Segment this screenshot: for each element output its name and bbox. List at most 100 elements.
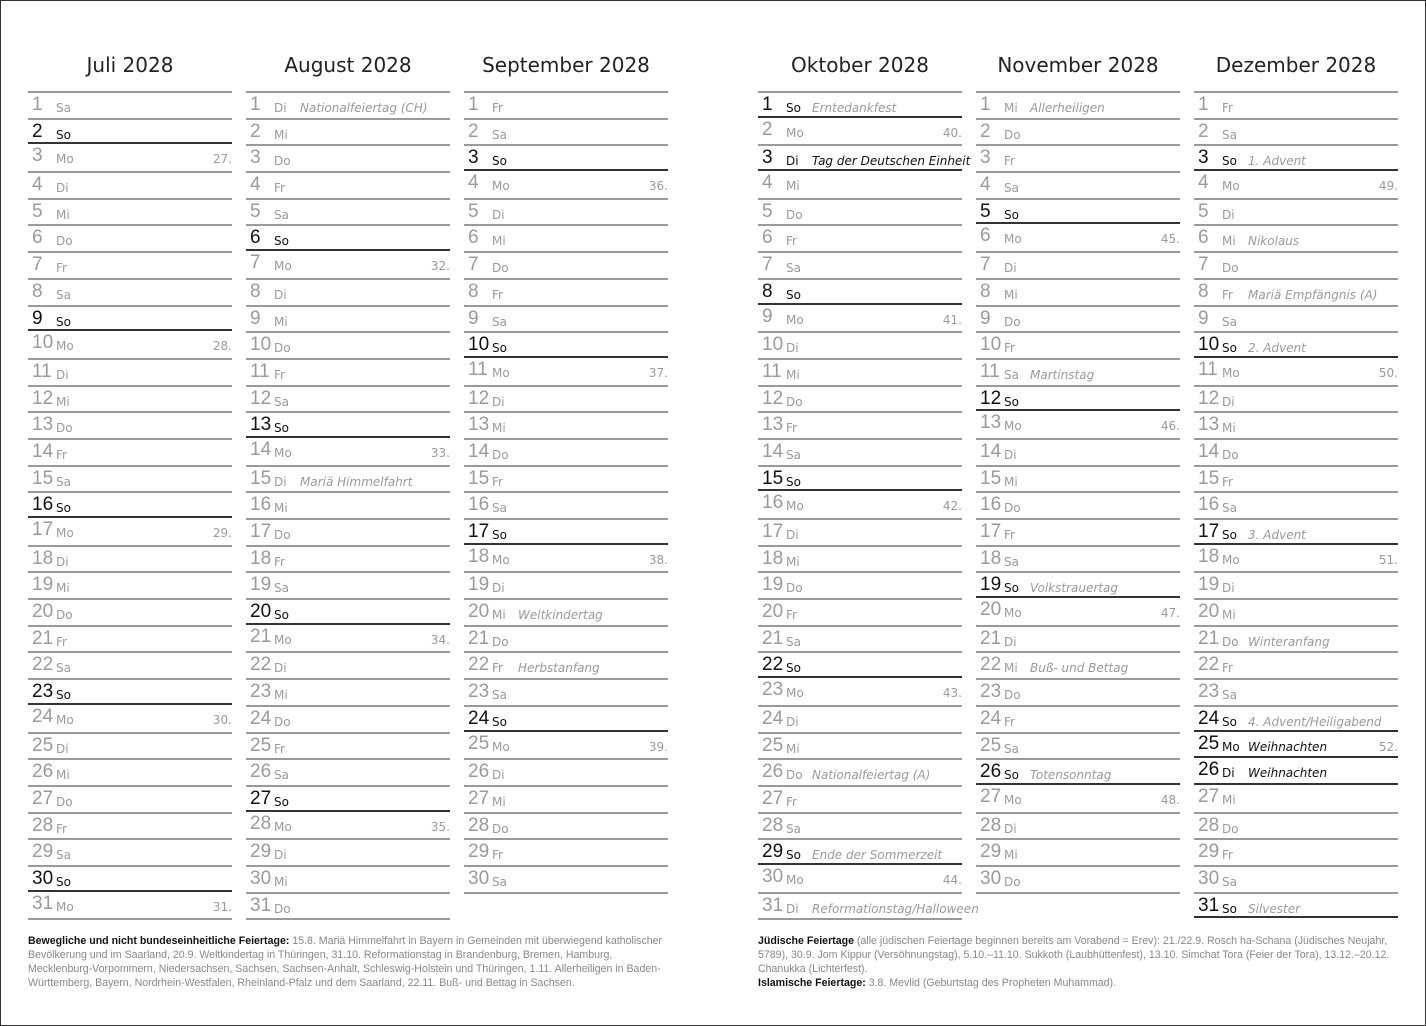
day-row[interactable]: 2 Sa [464,117,668,145]
day-row[interactable]: 16 Sa [1194,491,1398,518]
day-row[interactable]: 22 Fr [1194,651,1398,678]
day-row[interactable]: 2 Do [976,117,1180,145]
day-row[interactable]: 25 Sa [976,731,1180,759]
day-row[interactable]: 31 Do [246,891,450,921]
day-row[interactable]: 22 Sa [28,651,232,678]
day-row[interactable]: 14 Do [464,437,668,465]
day-row[interactable]: 23 Mo 43. [758,678,962,705]
day-row[interactable]: 18 Mi [758,544,962,572]
day-row[interactable]: 3 Mo 27. [28,144,232,171]
day-row[interactable]: 17 Mo 29. [28,518,232,545]
day-row[interactable]: 11 Mo 50. [1194,358,1398,385]
day-row[interactable]: 18 Fr [246,544,450,572]
day-row[interactable]: 1 Fr [464,91,668,118]
day-row[interactable]: 10 Mo 28. [28,331,232,358]
day-row[interactable]: 23 Do [976,678,1180,705]
day-row[interactable]: 6 Fr [758,224,962,251]
day-row[interactable]: 8 Sa [28,277,232,305]
day-row[interactable]: 28 Mo 35. [246,812,450,839]
day-row[interactable]: 18 Di [28,544,232,572]
day-row[interactable]: 1 Sa [28,91,232,118]
day-row[interactable]: 15 Fr [1194,464,1398,492]
day-row[interactable]: 19 Mi [28,571,232,598]
day-row[interactable]: 22 Di [246,651,450,678]
day-row[interactable]: 3 Fr [976,144,1180,171]
day-row[interactable]: 28 Do [1194,811,1398,839]
day-row[interactable]: 6 Mi Nikolaus [1194,224,1398,251]
day-row[interactable]: 17 So 3. Advent [1194,518,1398,545]
day-row[interactable]: 12 Do [758,384,962,412]
day-row[interactable]: 7 Do [464,251,668,278]
day-row[interactable]: 2 So [28,117,232,145]
day-row[interactable]: 8 Fr [464,277,668,305]
day-row[interactable]: 21 Mo 34. [246,625,450,652]
day-row[interactable]: 12 Di [1194,384,1398,412]
day-row[interactable]: 11 Mi [758,357,962,385]
day-row[interactable]: 23 Sa [1194,678,1398,705]
day-row[interactable]: 2 Mi [246,117,450,145]
day-row[interactable]: 21 Sa [758,624,962,652]
day-row[interactable]: 4 Di [28,171,232,198]
day-row[interactable]: 3 Do [246,144,450,171]
day-row[interactable]: 19 Di [464,571,668,598]
day-row[interactable]: 26 So Totensonntag [976,758,1180,785]
day-row[interactable]: 11 Mo 37. [464,358,668,385]
day-row[interactable]: 23 Sa [464,678,668,705]
day-row[interactable]: 6 Do [28,224,232,251]
day-row[interactable]: 17 Fr [976,518,1180,545]
day-row[interactable]: 30 Mi [246,864,450,892]
day-row[interactable]: 24 Do [246,704,450,732]
day-row[interactable]: 6 Mo 45. [976,224,1180,251]
day-row[interactable]: 1 Di Nationalfeiertag (CH) [246,91,450,118]
day-row[interactable]: 24 Fr [976,704,1180,732]
day-row[interactable]: 15 Fr [464,464,668,492]
day-row[interactable]: 7 Sa [758,251,962,278]
day-row[interactable]: 13 So [246,411,450,438]
day-row[interactable]: 13 Fr [758,411,962,438]
day-row[interactable]: 13 Do [28,411,232,438]
day-row[interactable]: 27 Mo 48. [976,785,1180,812]
day-row[interactable]: 4 Sa [976,171,1180,198]
day-row[interactable]: 27 Mi [1194,785,1398,812]
day-row[interactable]: 16 Mo 42. [758,491,962,518]
day-row[interactable]: 23 Mi [246,678,450,705]
day-row[interactable]: 1 Fr [1194,91,1398,118]
day-row[interactable]: 5 So [976,197,1180,225]
day-row[interactable]: 4 Mo 49. [1194,171,1398,198]
day-row[interactable]: 24 So [464,704,668,732]
day-row[interactable]: 9 So [28,304,232,332]
day-row[interactable]: 29 Mi [976,838,1180,865]
day-row[interactable]: 8 Di [246,277,450,305]
day-row[interactable]: 7 Mo 32. [246,251,450,278]
day-row[interactable]: 9 Mi [246,304,450,332]
day-row[interactable]: 5 Mi [28,197,232,225]
day-row[interactable]: 29 Fr [464,838,668,865]
day-row[interactable]: 9 Sa [464,304,668,332]
day-row[interactable]: 19 Do [758,571,962,598]
day-row[interactable]: 15 Sa [28,464,232,492]
day-row[interactable]: 25 Mo 39. [464,732,668,759]
day-row[interactable]: 20 Do [28,598,232,625]
day-row[interactable]: 28 Di [976,811,1180,839]
day-row[interactable]: 4 Mo 36. [464,171,668,198]
day-row[interactable]: 7 Di [976,251,1180,278]
day-row[interactable]: 14 Do [1194,437,1398,465]
day-row[interactable]: 31 Di Reformationstag/Halloween [758,891,979,921]
day-row[interactable]: 25 Di [28,731,232,759]
day-row[interactable]: 16 Mi [246,491,450,518]
day-row[interactable]: 2 Mo 40. [758,118,962,145]
day-row[interactable]: 19 So Volkstrauertag [976,571,1180,599]
day-row[interactable]: 21 Do [464,624,668,652]
day-row[interactable]: 21 Di [976,624,1180,652]
day-row[interactable]: 2 Sa [1194,117,1398,145]
day-row[interactable]: 29 Fr [1194,838,1398,865]
day-row[interactable]: 30 Mo 44. [758,865,962,892]
day-row[interactable]: 10 So [464,331,668,358]
day-row[interactable]: 28 Do [464,811,668,839]
day-row[interactable]: 30 Do [976,864,1180,894]
day-row[interactable]: 25 Fr [246,731,450,759]
day-row[interactable]: 6 Mi [464,224,668,251]
day-row[interactable]: 24 Di [758,704,962,732]
day-row[interactable]: 18 Mo 51. [1194,545,1398,572]
day-row[interactable]: 28 Fr [28,811,232,839]
